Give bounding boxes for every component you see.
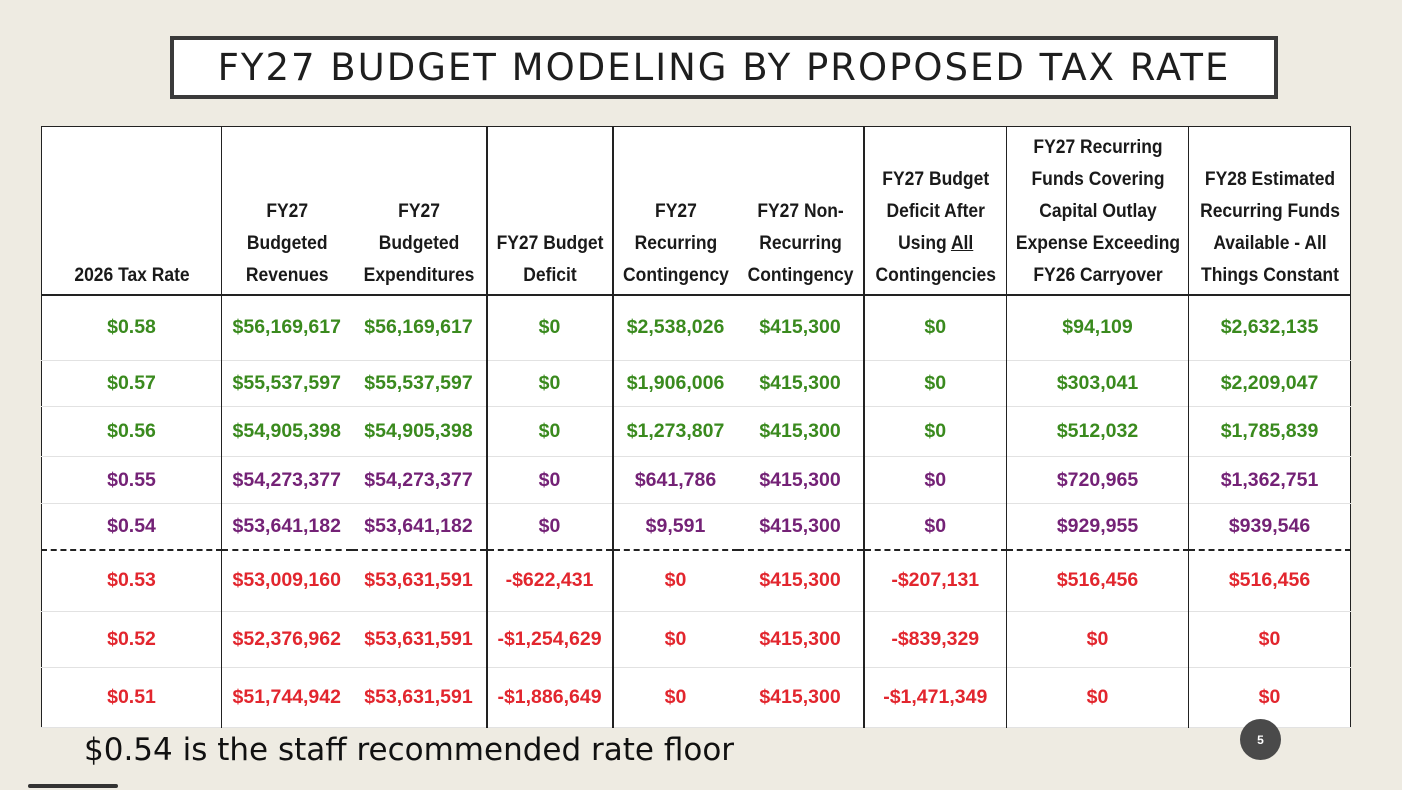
col-header: FY27 Recurring Contingency bbox=[616, 126, 733, 296]
table-cell: $53,631,591 bbox=[351, 548, 487, 612]
table-cell: $0 bbox=[485, 294, 613, 361]
table-cell: $0 bbox=[611, 548, 738, 612]
table-cell: $1,362,751 bbox=[1188, 456, 1351, 504]
table-cell: $54,273,377 bbox=[221, 456, 352, 504]
table-cell: $0 bbox=[611, 611, 738, 668]
table-cell: $303,041 bbox=[1006, 360, 1189, 407]
table-cell: $415,300 bbox=[759, 420, 841, 442]
table-cell: $52,376,962 bbox=[221, 611, 352, 668]
tax-rate-cell: $0.54 bbox=[107, 514, 156, 537]
table-cell: $53,631,591 bbox=[364, 686, 473, 708]
table-cell: $53,009,160 bbox=[221, 548, 352, 612]
progress-bar bbox=[28, 784, 118, 788]
table-cell: $54,905,398 bbox=[364, 420, 473, 442]
table-cell: $56,169,617 bbox=[364, 316, 473, 339]
footnote: $0.54 is the staff recommended rate floo… bbox=[84, 732, 735, 768]
table-cell: $2,632,135 bbox=[1188, 294, 1351, 361]
table-cell: $0 bbox=[862, 360, 1007, 407]
table-row: $0.51 $51,744,942 $53,631,591 -$1,886,649 $0… bbox=[41, 667, 1351, 728]
budget-table: 2026 Tax Rate FY27 Budgeted Revenues FY27 B… bbox=[41, 126, 1351, 728]
col-header: FY27 Budgeted Expenditures bbox=[356, 126, 482, 296]
table-cell: $2,538,026 bbox=[611, 294, 738, 361]
table-cell: $0 bbox=[1006, 667, 1189, 728]
table-cell: $415,300 bbox=[759, 468, 841, 491]
table-row: $0.52 $52,376,962 $53,631,591 -$1,254,629 $0… bbox=[41, 611, 1351, 668]
table-cell: $53,631,591 bbox=[364, 628, 473, 650]
table-cell: $2,209,047 bbox=[1188, 360, 1351, 407]
table-cell: -$1,886,649 bbox=[485, 667, 613, 728]
table-cell: $0 bbox=[485, 503, 613, 550]
col-header: FY27 Non- Recurring Contingency bbox=[742, 126, 859, 296]
table-cell: $51,744,942 bbox=[221, 667, 352, 728]
col-header: FY27 Budget Deficit bbox=[490, 126, 608, 296]
table-cell: $415,300 bbox=[759, 316, 841, 339]
tax-rate-cell: $0.58 bbox=[107, 316, 156, 339]
table-cell: $94,109 bbox=[1006, 294, 1189, 361]
table-cell: $0 bbox=[611, 667, 738, 728]
table-cell: $0 bbox=[485, 456, 613, 504]
table-cell: $0 bbox=[1188, 667, 1351, 728]
table-cell: $415,300 bbox=[737, 548, 864, 612]
table-cell: $0 bbox=[485, 360, 613, 407]
table-cell: -$1,471,349 bbox=[862, 667, 1007, 728]
tax-rate-cell: $0.51 bbox=[107, 686, 156, 708]
tax-rate-cell: $0.55 bbox=[107, 468, 156, 491]
table-cell: $53,641,182 bbox=[221, 503, 352, 550]
table-cell: $415,300 bbox=[759, 686, 841, 708]
table-cell: $0 bbox=[1188, 611, 1351, 668]
table-cell: $0 bbox=[862, 503, 1007, 550]
table-row: $0.58 $56,169,617 $56,169,617 $0 $2,538,026 $… bbox=[41, 294, 1351, 361]
table-row: $0.53 $53,009,160 $53,631,591 -$622,431 $0 $4… bbox=[41, 548, 1351, 612]
table-cell: $720,965 bbox=[1006, 456, 1189, 504]
slide-title: FY27 BUDGET MODELING BY PROPOSED TAX RAT… bbox=[217, 46, 1231, 89]
col-header: FY28 Estimated Recurring Funds Available -… bbox=[1194, 126, 1345, 296]
table-cell: $415,300 bbox=[759, 514, 841, 537]
table-cell: $516,456 bbox=[1188, 548, 1351, 612]
table-cell: $516,456 bbox=[1006, 548, 1189, 612]
col-header: FY27 Recurring Funds Covering Capital Outl… bbox=[1013, 126, 1182, 296]
table-cell: $0 bbox=[862, 294, 1007, 361]
table-row: $0.55 $54,273,377 $54,273,377 $0 $641,786 $41… bbox=[41, 456, 1351, 504]
table-cell: $9,591 bbox=[611, 503, 738, 550]
table-row: $0.57 $55,537,597 $55,537,597 $0 $1,906,006 $… bbox=[41, 360, 1351, 407]
table-cell: -$839,329 bbox=[862, 611, 1007, 668]
table-cell: $54,273,377 bbox=[364, 468, 473, 491]
table-cell: -$207,131 bbox=[862, 548, 1007, 612]
tax-rate-cell: $0.53 bbox=[41, 548, 222, 612]
col-header: FY27 Budgeted Revenues bbox=[226, 126, 347, 296]
table-cell: $1,785,839 bbox=[1188, 406, 1351, 457]
table-cell: -$1,254,629 bbox=[485, 611, 613, 668]
col-header: 2026 Tax Rate bbox=[48, 126, 215, 296]
table-cell: $55,537,597 bbox=[221, 360, 352, 407]
table-cell: $1,906,006 bbox=[611, 360, 738, 407]
table-cell: $415,300 bbox=[759, 372, 841, 394]
tax-rate-cell: $0.57 bbox=[107, 372, 156, 394]
table-cell: $929,955 bbox=[1006, 503, 1189, 550]
table-cell: $55,537,597 bbox=[364, 372, 473, 394]
table-cell: $641,786 bbox=[611, 456, 738, 504]
table-cell: -$622,431 bbox=[485, 548, 613, 612]
table-cell: $512,032 bbox=[1006, 406, 1189, 457]
table-cell: $0 bbox=[485, 406, 613, 457]
table-cell: $415,300 bbox=[759, 628, 841, 650]
tax-rate-cell: $0.56 bbox=[107, 420, 156, 442]
tax-rate-cell: $0.52 bbox=[107, 628, 156, 650]
page-number-badge: 5 bbox=[1240, 719, 1281, 760]
table-cell: $0 bbox=[1006, 611, 1189, 668]
col-header: FY27 Budget Deficit After Using All Conting… bbox=[868, 126, 1001, 296]
table-cell: $1,273,807 bbox=[611, 406, 738, 457]
header-row: 2026 Tax Rate FY27 Budgeted Revenues FY27 B… bbox=[42, 126, 1351, 296]
table-cell: $0 bbox=[862, 406, 1007, 457]
table-row: $0.54 $53,641,182 $53,641,182 $0 $9,591 $415,… bbox=[41, 503, 1351, 550]
table-cell: $54,905,398 bbox=[221, 406, 352, 457]
table-cell: $56,169,617 bbox=[221, 294, 352, 361]
table-cell: $53,641,182 bbox=[364, 514, 473, 537]
table-cell: $0 bbox=[862, 456, 1007, 504]
table-row: $0.56 $54,905,398 $54,905,398 $0 $1,273,807 $… bbox=[41, 406, 1351, 457]
table-cell: $939,546 bbox=[1188, 503, 1351, 550]
slide-title-box: FY27 BUDGET MODELING BY PROPOSED TAX RAT… bbox=[170, 36, 1278, 99]
